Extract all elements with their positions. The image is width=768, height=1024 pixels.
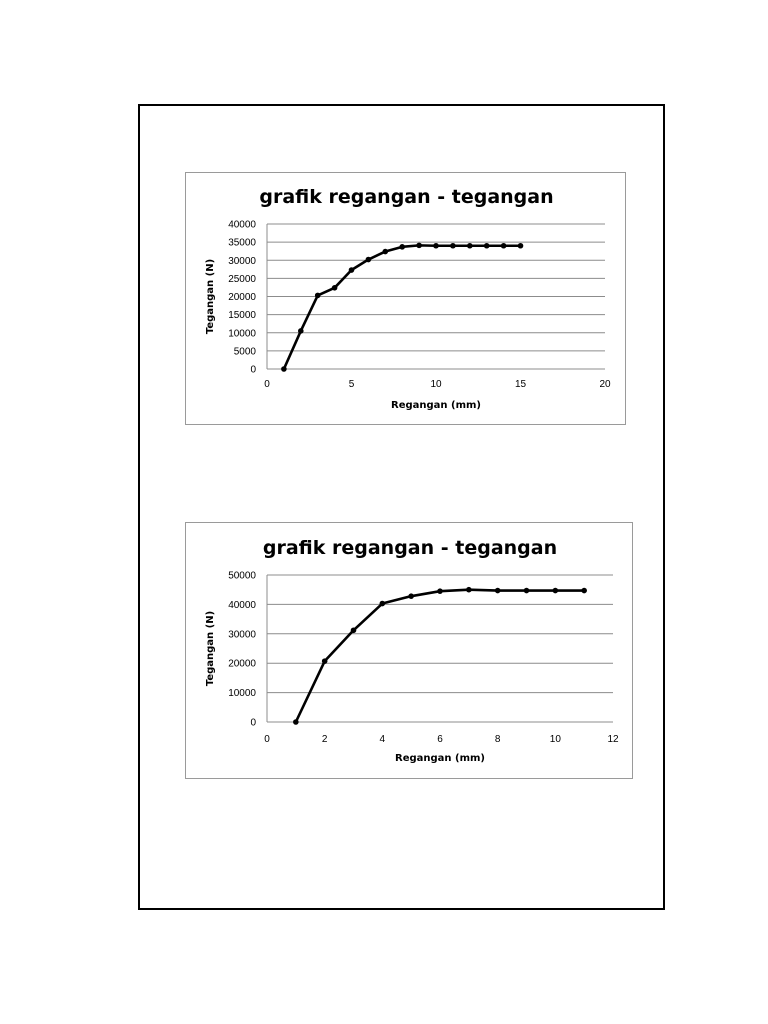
chart-2-svg: grafik regangan - tegangan 0 10000 20000 300… xyxy=(205,537,619,764)
y-tick-label: 20000 xyxy=(228,292,256,303)
data-point xyxy=(379,600,386,607)
y-tick-label: 30000 xyxy=(228,256,256,267)
y-tick-label: 5000 xyxy=(234,346,257,357)
x-axis-label: Regangan (mm) xyxy=(395,753,485,764)
x-tick-label: 10 xyxy=(550,734,562,745)
y-tick-label: 40000 xyxy=(228,600,256,611)
data-point xyxy=(298,328,304,334)
y-tick-label: 30000 xyxy=(228,629,256,640)
chart-1: grafik regangan - tegangan 0 5000 10000 1500… xyxy=(185,172,626,425)
x-tick-label: 12 xyxy=(607,734,619,745)
y-tick-label: 10000 xyxy=(228,328,256,339)
y-tick-label: 50000 xyxy=(228,571,256,582)
data-point xyxy=(408,593,414,599)
data-point xyxy=(517,242,524,249)
data-point xyxy=(314,292,321,299)
data-point xyxy=(552,587,559,594)
data-point xyxy=(523,587,530,594)
x-axis-label: Regangan (mm) xyxy=(391,400,481,411)
x-tick-label: 15 xyxy=(515,379,527,390)
data-point xyxy=(483,242,490,249)
y-tick-label: 15000 xyxy=(228,310,256,321)
y-tick-label: 40000 xyxy=(228,220,256,231)
data-point xyxy=(321,658,328,664)
x-tick-label: 6 xyxy=(437,734,443,745)
data-point xyxy=(500,242,507,249)
x-tick-label: 20 xyxy=(599,379,611,390)
data-point xyxy=(467,242,473,249)
data-point xyxy=(382,248,389,255)
chart-title: grafik regangan - tegangan xyxy=(263,537,557,559)
x-tick-label: 4 xyxy=(380,734,386,745)
data-point xyxy=(348,267,355,273)
series-line xyxy=(294,588,585,723)
x-tick-label: 10 xyxy=(430,379,442,390)
y-tick-label: 35000 xyxy=(228,238,256,249)
data-point xyxy=(450,242,456,249)
chart-1-svg: grafik regangan - tegangan 0 5000 10000 1500… xyxy=(205,186,611,411)
data-point xyxy=(399,244,405,250)
y-tick-label: 25000 xyxy=(228,274,256,285)
y-tick-label: 0 xyxy=(250,365,256,376)
data-point xyxy=(494,587,501,594)
x-tick-label: 2 xyxy=(322,734,328,745)
y-tick-label: 20000 xyxy=(228,659,256,670)
chart-title: grafik regangan - tegangan xyxy=(259,186,553,208)
data-point xyxy=(293,719,299,725)
data-point xyxy=(416,242,422,249)
data-point xyxy=(433,242,439,249)
x-tick-label: 5 xyxy=(349,379,355,390)
data-point xyxy=(281,366,287,372)
data-point xyxy=(581,587,587,594)
y-axis-label: Tegangan (N) xyxy=(205,259,216,334)
data-point xyxy=(437,588,443,594)
data-point xyxy=(331,285,338,291)
data-point xyxy=(350,627,357,634)
x-tick-label: 8 xyxy=(495,734,501,745)
x-tick-label: 0 xyxy=(264,379,270,390)
page-frame xyxy=(138,104,665,910)
chart-2: grafik regangan - tegangan 0 10000 20000 300… xyxy=(185,522,633,779)
y-tick-label: 10000 xyxy=(228,688,256,699)
y-tick-label: 0 xyxy=(250,718,256,729)
data-point xyxy=(365,256,372,263)
x-tick-label: 0 xyxy=(264,734,270,745)
y-axis-label: Tegangan (N) xyxy=(205,611,216,686)
data-point xyxy=(466,586,472,593)
